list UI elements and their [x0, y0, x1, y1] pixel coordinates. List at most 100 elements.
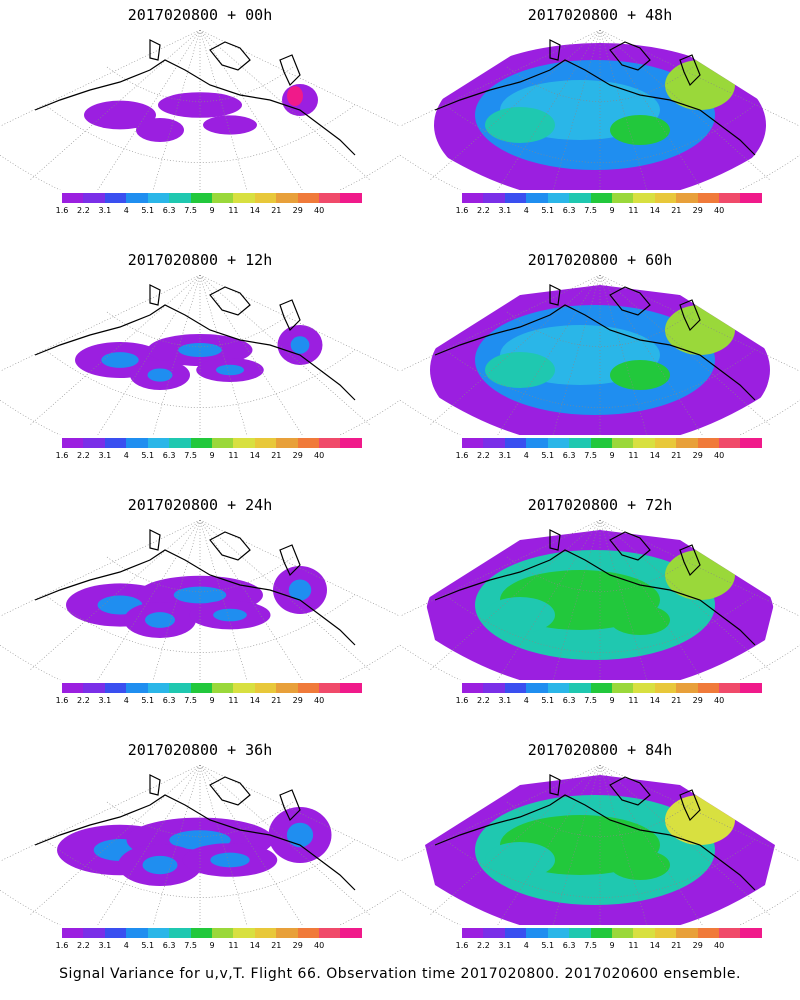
polar-map	[400, 765, 800, 925]
colorbar-swatch	[633, 683, 655, 693]
colorbar-swatch	[126, 683, 148, 693]
colorbar-swatch	[697, 928, 720, 938]
polar-map	[400, 30, 800, 190]
colorbar-swatch	[504, 683, 527, 693]
colorbar-swatch	[654, 438, 677, 448]
colorbar-label: 9	[209, 206, 215, 215]
colorbar-label: 21	[271, 941, 282, 950]
colorbar-label: 3.1	[498, 941, 512, 950]
variance-blob	[610, 115, 670, 145]
colorbar-swatch	[126, 928, 148, 938]
colorbar-swatch	[190, 193, 212, 203]
colorbar-swatch	[547, 928, 570, 938]
variance-blob	[665, 550, 735, 600]
variance-blob	[84, 100, 156, 130]
colorbar-swatch	[654, 683, 677, 693]
colorbar-label: 21	[671, 941, 682, 950]
variance-field	[426, 530, 774, 680]
colorbar-label: 7.5	[184, 451, 197, 460]
colorbar-label: 11	[228, 696, 239, 705]
colorbar-swatch	[147, 683, 170, 693]
colorbar-label: 4	[523, 206, 529, 215]
colorbar-label: 5.1	[141, 451, 155, 460]
colorbar-label: 2.2	[77, 941, 90, 950]
colorbar-label: 2.2	[477, 941, 490, 950]
colorbar-swatch	[719, 438, 741, 448]
variance-blob	[142, 855, 178, 875]
colorbar-label: 7.5	[584, 206, 597, 215]
colorbar-label: 7.5	[184, 206, 197, 215]
colorbar-swatch	[297, 438, 320, 448]
polar-map	[400, 520, 800, 680]
panel-title: 2017020800 + 60h	[527, 251, 673, 269]
colorbar-label: 9	[209, 696, 215, 705]
colorbar	[62, 193, 362, 203]
colorbar-label: 9	[209, 451, 215, 460]
graticule	[400, 765, 800, 925]
colorbar	[62, 928, 362, 938]
colorbar-swatch	[276, 193, 298, 203]
colorbar-label: 9	[609, 696, 615, 705]
forecast-panel: 2017020800 + 48h 1.6 2.2 3.1 4 5.1 6.3 7.5 9 11 14…	[400, 0, 800, 245]
colorbar-swatch	[483, 193, 505, 203]
colorbar-label: 3.1	[98, 451, 112, 460]
variance-blob	[485, 107, 555, 143]
colorbar-swatch	[504, 438, 527, 448]
colorbar-swatch	[147, 193, 170, 203]
colorbar-swatch	[340, 193, 362, 203]
colorbar-swatch	[462, 928, 484, 938]
colorbar-swatch	[654, 193, 677, 203]
colorbar-swatch	[83, 683, 105, 693]
polar-map	[400, 275, 800, 435]
colorbar-label: 29	[292, 206, 303, 215]
forecast-panel: 2017020800 + 60h 1.6 2.2 3.1 4 5.1 6.3 7.5 9 11 14…	[400, 245, 800, 490]
colorbar-swatch	[104, 683, 127, 693]
colorbar-label: 5.1	[141, 941, 155, 950]
colorbar-swatch	[254, 683, 277, 693]
colorbar-swatch	[104, 928, 127, 938]
colorbar-label: 40	[714, 451, 725, 460]
colorbar	[462, 928, 762, 938]
colorbar-swatch	[233, 438, 255, 448]
colorbar-swatch	[83, 928, 105, 938]
variance-blob	[287, 86, 303, 106]
colorbar-swatch	[740, 928, 762, 938]
coastline	[434, 529, 756, 646]
colorbar-swatch	[611, 438, 634, 448]
coastline	[34, 39, 356, 156]
panel-title: 2017020800 + 12h	[127, 251, 273, 269]
colorbar-swatch	[697, 193, 720, 203]
colorbar-label: 3.1	[98, 696, 112, 705]
colorbar-label: 29	[692, 941, 703, 950]
colorbar-label: 11	[628, 206, 639, 215]
colorbar-label: 21	[271, 451, 282, 460]
colorbar	[62, 438, 362, 448]
colorbar-label: 40	[714, 696, 725, 705]
colorbar-label: 7.5	[584, 451, 597, 460]
colorbar-swatch	[62, 193, 84, 203]
coastline	[434, 39, 756, 156]
colorbar-swatch	[254, 438, 277, 448]
colorbar-swatch	[233, 193, 255, 203]
variance-blob	[610, 605, 670, 635]
variance-blob	[610, 850, 670, 880]
colorbar-swatch	[504, 193, 527, 203]
colorbar-label: 40	[314, 696, 325, 705]
colorbar-swatch	[719, 928, 741, 938]
colorbar-swatch	[126, 438, 148, 448]
colorbar-swatch	[590, 928, 612, 938]
colorbar-swatch	[547, 438, 570, 448]
forecast-panel: 2017020800 + 24h 1.6 2.2 3.1 4 5.1 6.3 7.5 9 11 14…	[0, 490, 400, 735]
panel-title: 2017020800 + 00h	[127, 6, 273, 24]
variance-blob	[210, 852, 250, 868]
polar-map	[0, 520, 400, 680]
colorbar-label: 21	[271, 206, 282, 215]
colorbar-swatch	[633, 438, 655, 448]
colorbar-swatch	[697, 438, 720, 448]
colorbar-swatch	[526, 683, 548, 693]
colorbar-labels: 1.6 2.2 3.1 4 5.1 6.3 7.5 9 11 14 21 29 40	[56, 206, 362, 218]
colorbar-label: 4	[123, 941, 129, 950]
colorbar-swatch	[676, 683, 698, 693]
colorbar-swatch	[526, 438, 548, 448]
colorbar-swatch	[462, 438, 484, 448]
